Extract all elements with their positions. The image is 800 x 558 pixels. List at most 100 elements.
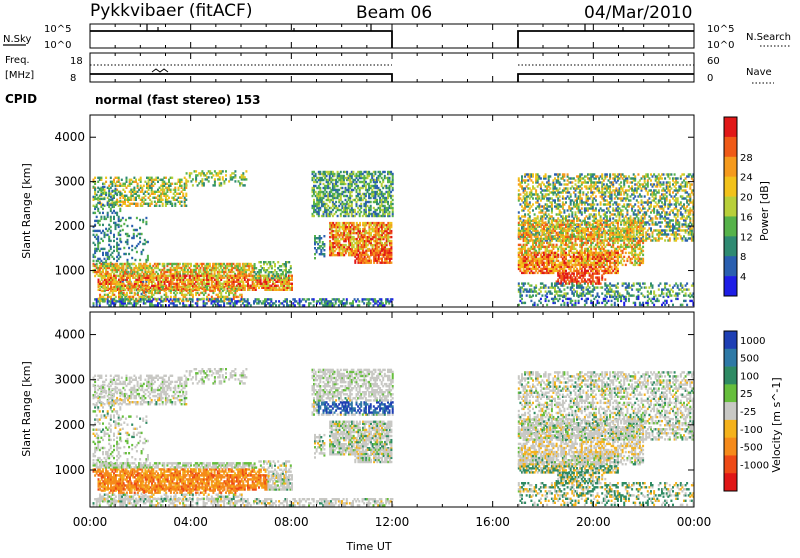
heatmap-cell	[220, 182, 222, 184]
heatmap-cell	[271, 265, 273, 267]
heatmap-cell	[343, 298, 345, 300]
heatmap-cell	[115, 188, 117, 190]
heatmap-cell	[120, 241, 122, 243]
heatmap-cell	[374, 171, 376, 173]
heatmap-cell	[118, 216, 120, 218]
heatmap-cell	[104, 198, 106, 200]
heatmap-cell	[131, 245, 133, 247]
heatmap-cell	[182, 193, 184, 195]
heatmap-cell	[171, 183, 173, 185]
heatmap-cell	[102, 208, 104, 210]
heatmap-cell	[176, 304, 178, 306]
heatmap-cell	[152, 298, 154, 300]
heatmap-cell	[277, 261, 279, 263]
heatmap-cell	[392, 207, 394, 209]
heatmap-cell	[391, 298, 393, 300]
heatmap-cell	[113, 250, 115, 252]
heatmap-cell	[524, 213, 526, 215]
heatmap-cell	[225, 174, 227, 176]
heatmap-cell	[171, 203, 173, 205]
beam-label: Beam 06	[356, 3, 432, 23]
heatmap-cell	[151, 288, 153, 290]
heatmap-cell	[134, 286, 136, 288]
heatmap-cell	[206, 302, 208, 304]
heatmap-cell	[529, 211, 531, 213]
heatmap-cell	[144, 199, 146, 201]
heatmap-cell	[198, 286, 200, 288]
heatmap-cell	[182, 298, 184, 300]
heatmap-cell	[115, 202, 117, 204]
heatmap-cell	[369, 302, 371, 304]
heatmap-cell	[563, 173, 565, 175]
heatmap-cell	[151, 201, 153, 203]
heatmap-cell	[225, 170, 227, 172]
heatmap-cell	[275, 304, 277, 306]
heatmap-cell	[145, 221, 147, 223]
heatmap-cell	[186, 184, 188, 186]
heatmap-cell	[165, 292, 167, 294]
heatmap-cell	[128, 235, 130, 237]
heatmap-cell	[136, 217, 138, 219]
heatmap-cell	[222, 176, 224, 178]
heatmap-cell	[122, 229, 124, 231]
heatmap-cell	[162, 304, 164, 306]
heatmap-cell	[135, 179, 137, 181]
heatmap-cell	[190, 263, 192, 265]
heatmap-cell	[187, 286, 189, 288]
heatmap-cell	[124, 191, 126, 193]
heatmap-cell	[341, 187, 343, 189]
heatmap-cell	[548, 209, 550, 211]
heatmap-cell	[250, 304, 252, 306]
heatmap-cell	[159, 205, 161, 207]
heatmap-cell	[105, 181, 107, 183]
heatmap-cell	[549, 187, 551, 189]
heatmap-cell	[245, 170, 247, 172]
heatmap-cell	[581, 173, 583, 175]
heatmap-cell	[354, 209, 356, 211]
heatmap-cell	[155, 298, 157, 300]
heatmap-cell	[212, 174, 214, 176]
heatmap-cell	[192, 294, 194, 296]
heatmap-cell	[185, 187, 187, 189]
heatmap-cell	[529, 215, 531, 217]
heatmap-cell	[162, 199, 164, 201]
heatmap-cell	[96, 216, 98, 218]
heatmap-cell	[219, 176, 221, 178]
heatmap-cell	[313, 199, 315, 201]
heatmap-cell	[137, 183, 139, 185]
heatmap-cell	[581, 187, 583, 189]
heatmap-cell	[129, 263, 131, 265]
heatmap-cell	[288, 261, 290, 263]
heatmap-cell	[93, 302, 95, 304]
heatmap-cell	[581, 197, 583, 199]
heatmap-cell	[360, 211, 362, 213]
heatmap-cell	[212, 286, 214, 288]
heatmap-cell	[518, 227, 520, 229]
heatmap-cell	[352, 171, 354, 173]
heatmap-cell	[123, 288, 125, 290]
heatmap-cell	[102, 192, 104, 194]
heatmap-cell	[130, 298, 132, 300]
cpid-value: normal (fast stereo) 153	[95, 93, 261, 107]
heatmap-cell	[529, 201, 531, 203]
heatmap-cell	[108, 188, 110, 190]
heatmap-cell	[99, 212, 101, 214]
heatmap-cell	[567, 187, 569, 189]
heatmap-cell	[134, 292, 136, 294]
heatmap-cell	[192, 178, 194, 180]
heatmap-cell	[168, 197, 170, 199]
heatmap-cell	[119, 204, 121, 206]
heatmap-cell	[94, 177, 96, 179]
heatmap-cell	[559, 173, 561, 175]
heatmap-cell	[384, 171, 386, 173]
heatmap-cell	[174, 187, 176, 189]
heatmap-cell	[203, 298, 205, 300]
heatmap-cell	[108, 236, 110, 238]
heatmap-cell	[113, 298, 115, 300]
heatmap-cell	[185, 298, 187, 300]
heatmap-cell	[370, 201, 372, 203]
heatmap-cell	[532, 173, 534, 175]
heatmap-cell	[192, 298, 194, 300]
noise-right-tick-top: 10^5	[707, 24, 734, 35]
heatmap-cell	[559, 199, 561, 201]
